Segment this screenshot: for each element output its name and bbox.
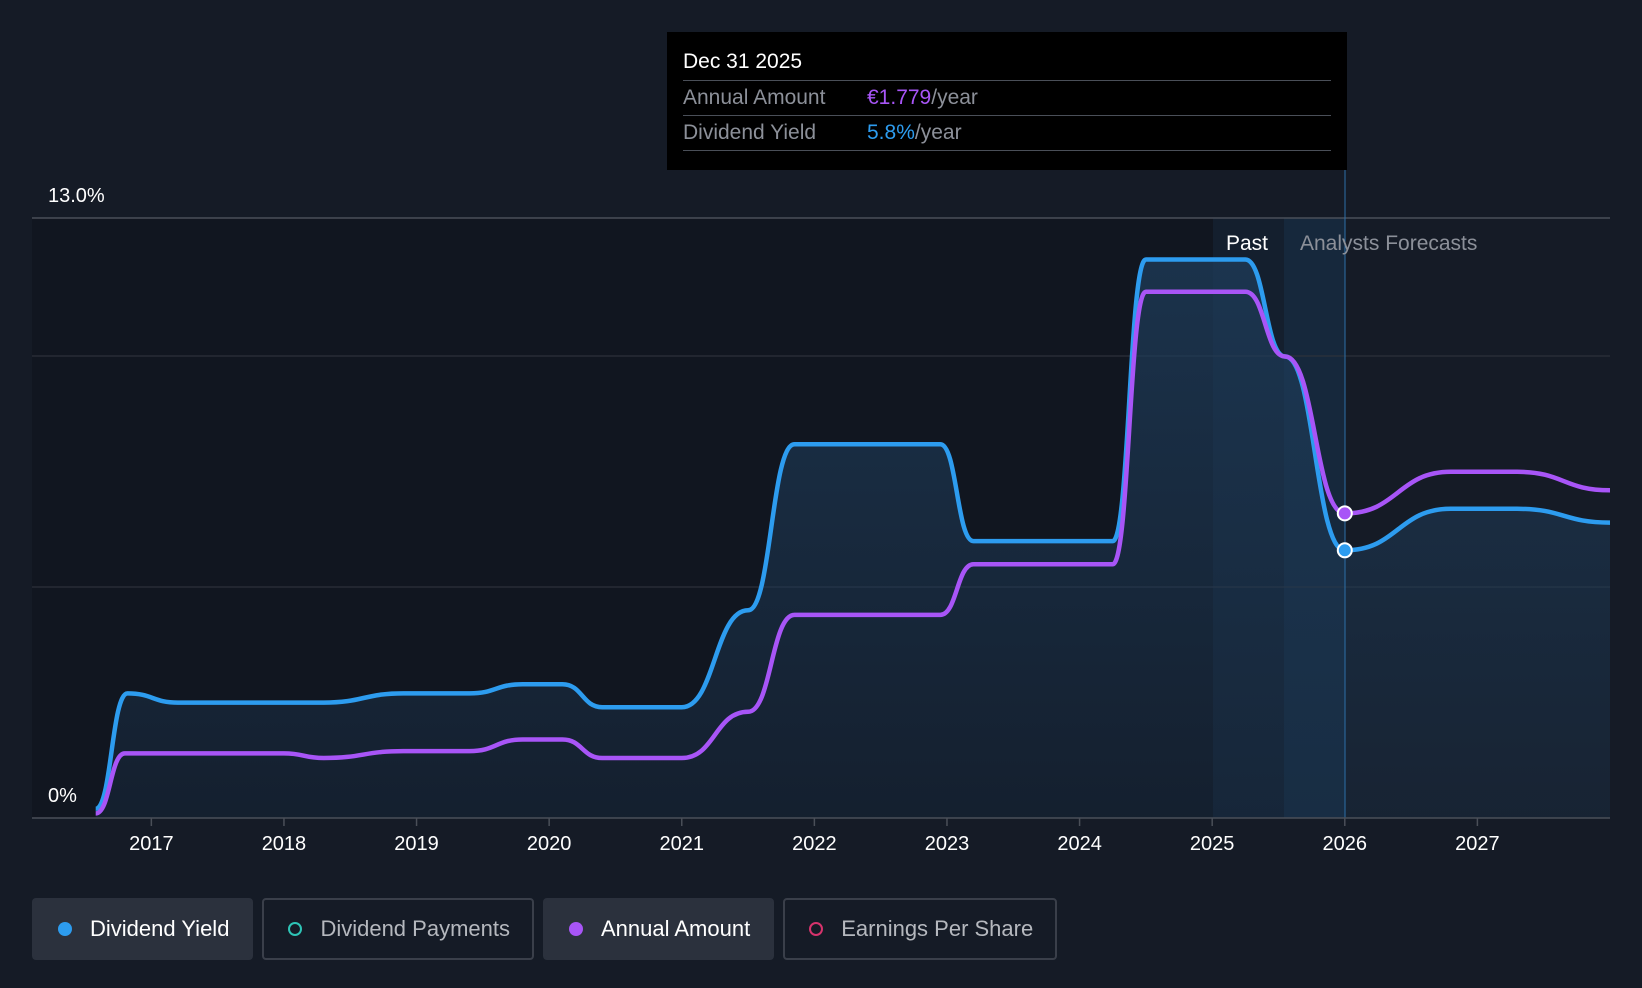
x-tick-label: 2027 [1455,833,1500,855]
y-tick-label-bottom: 0% [48,785,77,807]
x-tick-label: 2026 [1323,833,1368,855]
legend-earnings-per-share-button[interactable]: Earnings Per Share [783,898,1058,960]
tooltip: Dec 31 2025 Annual Amount €1.779 /year D… [667,32,1347,170]
tooltip-value: €1.779 [867,86,932,109]
past-label: Past [1226,232,1268,255]
tooltip-value: 5.8% [867,121,915,144]
legend: Dividend Yield Dividend Payments Annual … [32,898,1066,960]
tooltip-row-dividend-yield: Dividend Yield 5.8% /year [683,116,1331,151]
x-tick-label: 2025 [1190,833,1235,855]
dividend-yield-marker [1336,542,1353,559]
x-tick-label: 2021 [660,833,705,855]
tooltip-date: Dec 31 2025 [683,44,1331,81]
tooltip-unit: /year [931,86,978,109]
legend-label: Dividend Yield [90,916,230,941]
x-tick-label: 2017 [129,833,174,855]
tooltip-row-annual-amount: Annual Amount €1.779 /year [683,81,1331,116]
legend-annual-amount-button[interactable]: Annual Amount [542,898,775,960]
x-tick-label: 2019 [394,833,439,855]
x-tick-label: 2022 [792,833,837,855]
x-tick-label: 2023 [925,833,970,855]
tooltip-label: Dividend Yield [683,121,817,144]
x-tick-label: 2020 [527,833,572,855]
tooltip-label: Annual Amount [683,86,826,109]
dividend-yield-line [94,257,1611,812]
forecast-label: Analysts Forecasts [1300,232,1477,255]
x-axis-ticks: 2017 2018 2019 2020 2021 2022 2023 2024 2025 2026… [129,818,1500,855]
annual-amount-marker [1336,505,1353,522]
legend-label: Earnings Per Share [841,916,1034,941]
x-tick-label: 2018 [262,833,307,855]
y-tick-label-top: 13.0% [48,185,105,207]
legend-dot-icon [58,922,72,936]
legend-ring-icon [288,922,303,936]
legend-dividend-payments-button[interactable]: Dividend Payments [262,898,534,960]
legend-dot-icon [568,922,583,936]
tooltip-unit: /year [914,121,962,144]
x-tick-label: 2024 [1057,833,1102,855]
legend-label: Annual Amount [600,916,751,941]
legend-ring-icon [809,922,824,936]
legend-label: Dividend Payments [320,916,510,941]
annual-amount-line [94,289,1611,816]
legend-dividend-yield-button[interactable]: Dividend Yield [32,898,254,960]
yield-area [95,259,1611,818]
